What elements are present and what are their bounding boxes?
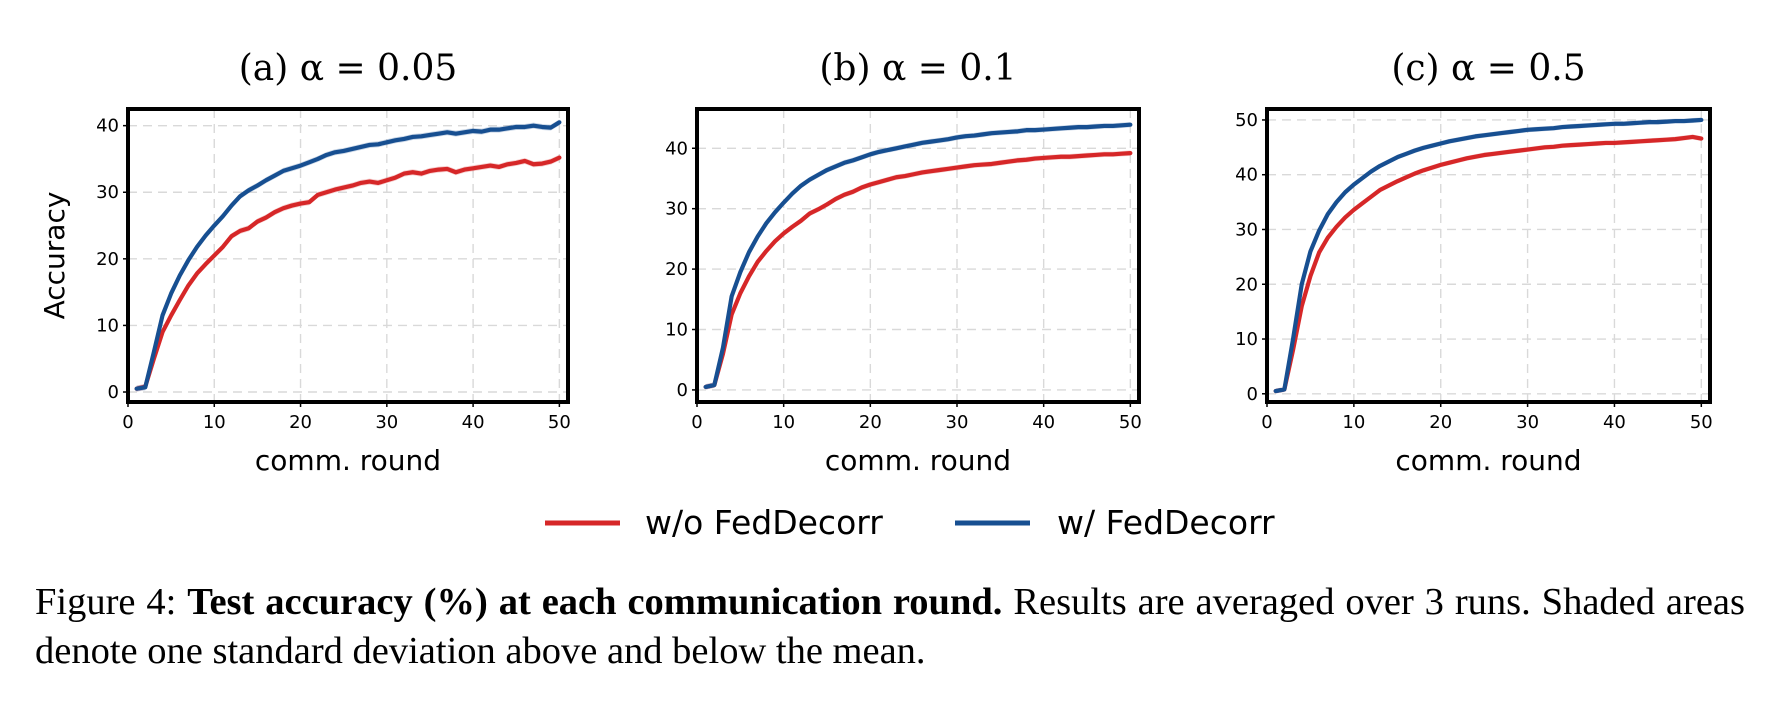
series-line-0 xyxy=(134,155,562,391)
plot-frame xyxy=(126,107,570,404)
series-line-1 xyxy=(703,122,1133,389)
x-tick-label: 20 xyxy=(289,412,312,433)
x-tick-label: 20 xyxy=(859,412,882,433)
y-tick-label: 0 xyxy=(1247,384,1258,405)
x-tick-label: 10 xyxy=(1342,412,1365,433)
x-tick-label: 50 xyxy=(548,412,571,433)
y-tick-label: 40 xyxy=(665,138,688,159)
x-tick-label: 10 xyxy=(772,412,795,433)
y-tick-label: 30 xyxy=(665,199,688,220)
series-band-0 xyxy=(1275,134,1702,394)
y-tick-label: 10 xyxy=(665,320,688,341)
panel-title: (c) α = 0.5 xyxy=(1391,48,1585,89)
x-tick-label: 10 xyxy=(203,412,226,433)
figure-caption: Figure 4: Test accuracy (%) at each comm… xyxy=(35,578,1745,676)
x-tick-label: 30 xyxy=(375,412,398,433)
legend-label-without-feddecorr: w/o FedDecorr xyxy=(645,503,883,542)
series-line-1 xyxy=(134,120,562,391)
y-tick-label: 40 xyxy=(96,116,119,137)
caption-text: Results are averaged over 3 runs. Shaded… xyxy=(35,581,1746,672)
x-axis-label: comm. round xyxy=(255,444,441,477)
legend-label-with-feddecorr: w/ FedDecorr xyxy=(1057,503,1275,542)
plot-frame xyxy=(1265,107,1712,404)
y-tick-label: 10 xyxy=(96,315,119,336)
x-tick-label: 0 xyxy=(691,412,702,433)
x-axis-label: comm. round xyxy=(1395,444,1581,477)
x-tick-label: 30 xyxy=(1516,412,1539,433)
y-tick-label: 50 xyxy=(1235,110,1258,131)
legend: w/o FedDecorr w/ FedDecorr xyxy=(545,503,1275,542)
y-tick-label: 30 xyxy=(1235,219,1258,240)
x-tick-label: 40 xyxy=(1603,412,1626,433)
series-band-1 xyxy=(705,121,1131,390)
panel-0: (a) α = 0.05 0 10 20 30 40 50 0 10 20 30 40 comm. ro… xyxy=(38,48,571,477)
y-tick-label: 20 xyxy=(1235,274,1258,295)
y-tick-label: 0 xyxy=(108,382,119,403)
y-tick-label: 30 xyxy=(96,182,119,203)
plot-frame xyxy=(695,107,1141,404)
y-tick-label: 0 xyxy=(677,380,688,401)
series-line-1 xyxy=(1273,117,1704,394)
y-tick-label: 40 xyxy=(1235,165,1258,186)
y-tick-label: 20 xyxy=(665,259,688,280)
x-tick-label: 0 xyxy=(1261,412,1272,433)
panel-2: (c) α = 0.5 0 10 20 30 40 50 0 10 20 30 40 50 comm. r… xyxy=(1235,48,1713,477)
series-line-0 xyxy=(1273,134,1704,394)
x-tick-label: 50 xyxy=(1119,412,1142,433)
series-line-0 xyxy=(703,151,1133,389)
x-tick-label: 30 xyxy=(946,412,969,433)
panel-title: (a) α = 0.05 xyxy=(239,48,458,89)
x-tick-label: 40 xyxy=(1032,412,1055,433)
y-tick-label: 20 xyxy=(96,249,119,270)
y-axis-label: Accuracy xyxy=(38,192,71,320)
series-band-1 xyxy=(136,119,560,392)
panel-1: (b) α = 0.1 0 10 20 30 40 50 0 10 20 30 40 comm. rou… xyxy=(665,48,1142,477)
x-tick-label: 20 xyxy=(1429,412,1452,433)
series-band-1 xyxy=(1275,117,1702,394)
caption-prefix: Figure 4: xyxy=(35,581,188,623)
chart-panels: (a) α = 0.05 0 10 20 30 40 50 0 10 20 30 40 comm. ro… xyxy=(38,48,1713,477)
panel-title: (b) α = 0.1 xyxy=(819,48,1016,89)
x-axis-label: comm. round xyxy=(825,444,1011,477)
caption-bold-title: Test accuracy (%) at each communication … xyxy=(187,581,1003,623)
y-tick-label: 10 xyxy=(1235,329,1258,350)
x-tick-label: 40 xyxy=(462,412,485,433)
x-tick-label: 50 xyxy=(1690,412,1713,433)
x-tick-label: 0 xyxy=(122,412,133,433)
series-band-0 xyxy=(705,150,1131,390)
